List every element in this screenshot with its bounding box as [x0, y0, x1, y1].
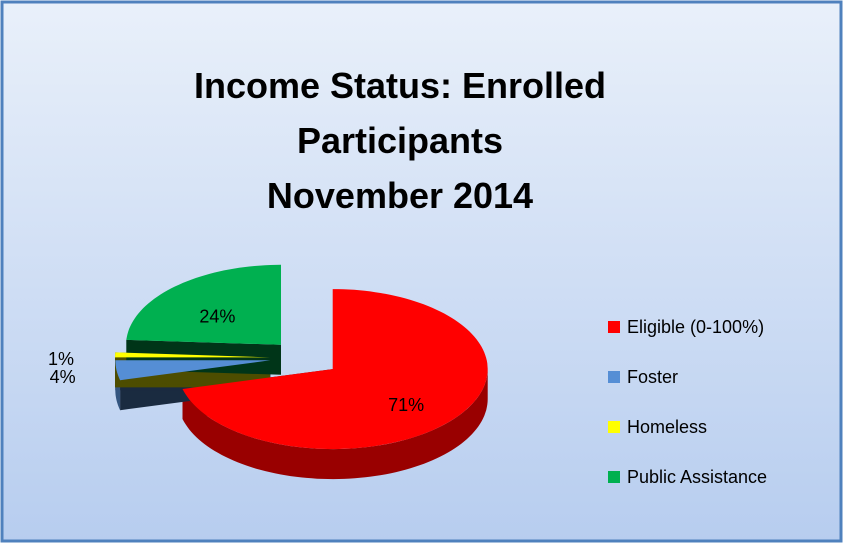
chart-title: Income Status: Enrolled Participants Nov… — [193, 65, 607, 216]
pie: 71% 4%1% 24% — [48, 264, 488, 480]
legend-label: Foster — [627, 367, 678, 387]
data-label: 71% — [388, 395, 424, 415]
data-label: 4% — [50, 367, 76, 387]
legend: Eligible (0-100%) Foster Homeless Public As… — [608, 317, 767, 487]
legend-label: Homeless — [627, 417, 707, 437]
title-box: Income Status: Enrolled Participants Nov… — [193, 65, 607, 216]
data-label: 1% — [48, 349, 74, 369]
legend-swatch — [608, 371, 620, 383]
slice — [126, 264, 281, 345]
slice-tops — [115, 264, 488, 450]
slice — [115, 352, 270, 358]
legend-swatch — [608, 421, 620, 433]
slice — [115, 360, 271, 381]
slice — [182, 289, 488, 450]
legend-swatch — [608, 471, 620, 483]
legend-label: Eligible (0-100%) — [627, 317, 764, 337]
legend-label: Public Assistance — [627, 467, 767, 487]
data-label: 24% — [199, 307, 235, 327]
slice-rim — [182, 369, 488, 480]
legend-swatch — [608, 321, 620, 333]
